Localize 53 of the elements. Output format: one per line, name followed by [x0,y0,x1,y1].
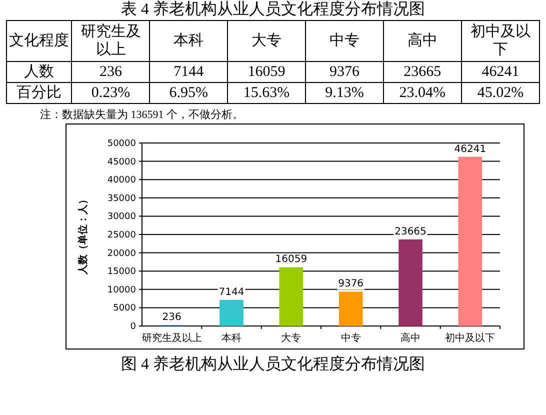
data-label: 9.13% [306,82,384,104]
data-label: 236 [72,62,150,82]
data-label: 9376 [338,278,364,290]
text: 图 4 养老机构从业人员文化程度分布情况图 [121,355,425,373]
category-label: 高中 [383,20,462,62]
x-tick-label: 初中及以下 [445,332,496,344]
data-label: 0.23% [72,82,150,104]
text: 文化程度 [6,20,72,62]
data-label: 45.02% [461,82,540,104]
y-tick-label: 30000 [107,212,136,222]
y-tick-label: 45000 [107,157,136,168]
y-tick-label: 50000 [107,139,136,149]
text: 注：数据缺失量为 136591 个，不做分析。 [40,108,244,121]
data-label: 7144 [150,62,228,82]
y-tick-label: 0 [130,322,136,332]
y-axis-title: 人数（单位：人） [77,194,89,276]
data-label: 46241 [454,144,486,155]
text: 人数 [6,62,72,82]
bar [398,239,422,326]
y-tick-label: 10000 [107,285,136,296]
text: 表 4 养老机构从业人员文化程度分布情况图 [120,0,426,20]
bar [458,156,482,326]
category-label: 初中及以下 [461,20,540,62]
data-label: 46241 [461,62,540,82]
data-label: 23.04% [383,82,462,104]
data-label: 15.63% [228,82,306,104]
legend-label: 百分比 [6,82,72,104]
data-label: 16059 [275,254,308,266]
y-tick-label: 25000 [107,230,136,240]
data-label: 23665 [394,226,426,238]
y-tick-label: 15000 [107,267,136,278]
y-tick-label: 5000 [113,304,136,314]
y-tick-label: 20000 [107,248,136,259]
data-label: 9376 [306,62,384,82]
data-label: 6.95% [150,82,228,104]
x-tick-label: 研究生及以上 [142,332,202,344]
y-tick-label: 40000 [107,176,136,186]
bar [338,292,363,326]
category-label: 研究生及以上 [72,20,150,62]
bar [279,267,304,326]
category-label: 大专 [228,20,306,62]
data-label: 16059 [228,62,306,82]
x-tick-label: 大专 [281,332,302,344]
x-tick-label: 高中 [400,332,420,344]
category-label: 本科 [150,20,228,62]
bar [220,300,244,326]
data-label: 7144 [218,286,244,298]
x-tick-label: 中专 [340,332,361,344]
data-label: 23665 [383,62,462,82]
x-tick-label: 本科 [222,332,242,344]
y-tick-label: 35000 [107,194,136,204]
category-label: 中专 [306,20,384,62]
data-label: 236 [162,312,182,324]
